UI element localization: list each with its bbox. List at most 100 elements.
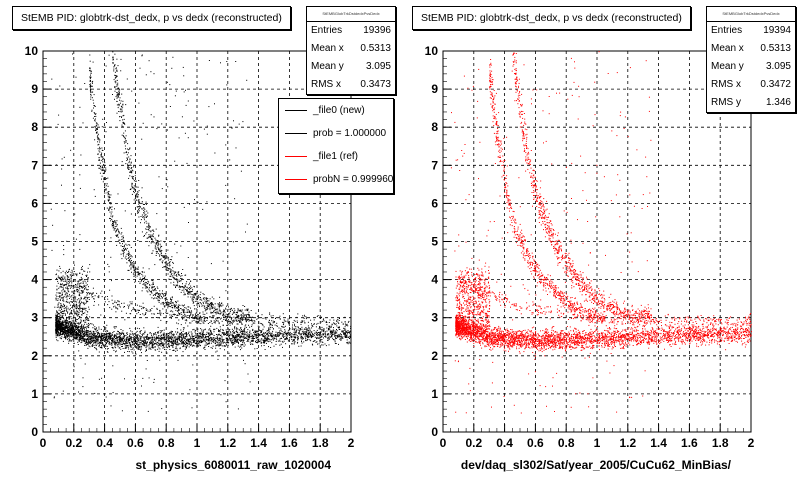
scatter-point xyxy=(221,345,223,347)
scatter-point xyxy=(63,300,65,302)
scatter-point xyxy=(183,336,184,338)
scatter-point xyxy=(198,341,200,343)
scatter-point xyxy=(95,129,97,131)
scatter-point xyxy=(214,342,216,344)
scatter-point xyxy=(240,345,242,347)
scatter-point xyxy=(174,337,176,339)
scatter-point xyxy=(195,317,197,319)
scatter-point xyxy=(153,289,155,291)
scatter-point xyxy=(232,344,233,346)
scatter-point xyxy=(125,342,127,344)
scatter-point xyxy=(122,330,124,332)
scatter-point xyxy=(143,345,145,347)
scatter-point xyxy=(93,340,95,341)
scatter-point xyxy=(191,332,193,334)
scatter-point xyxy=(93,102,95,104)
scatter-point xyxy=(90,80,91,82)
scatter-point xyxy=(139,342,141,344)
scatter-point xyxy=(150,290,152,292)
scatter-point xyxy=(184,314,186,316)
scatter-point xyxy=(86,316,88,318)
scatter-point xyxy=(143,282,145,284)
scatter-point xyxy=(69,328,71,330)
scatter-point xyxy=(163,333,165,335)
scatter-point xyxy=(189,316,191,317)
scatter-point xyxy=(208,339,210,341)
scatter-point xyxy=(128,250,130,252)
scatter-point xyxy=(65,334,67,336)
scatter-point xyxy=(66,325,67,327)
scatter-point xyxy=(62,297,64,299)
scatter-point xyxy=(60,329,62,331)
scatter-point xyxy=(74,296,76,298)
scatter-point xyxy=(322,333,324,335)
scatter-point xyxy=(180,277,182,279)
scatter-point xyxy=(76,312,78,314)
scatter-point xyxy=(271,335,272,337)
scatter-point xyxy=(220,344,222,346)
scatter-point xyxy=(87,271,88,273)
scatter-point xyxy=(199,333,201,335)
scatter-point xyxy=(90,93,92,95)
scatter-point xyxy=(126,333,128,335)
scatter-point xyxy=(163,329,165,331)
scatter-point xyxy=(98,351,100,353)
scatter-point xyxy=(196,319,198,321)
scatter-point xyxy=(95,347,97,349)
scatter-point xyxy=(74,313,75,315)
scatter-point xyxy=(327,338,329,339)
scatter-point xyxy=(159,294,161,296)
scatter-point xyxy=(172,350,174,351)
scatter-point xyxy=(89,292,91,294)
scatter-point xyxy=(224,345,226,347)
scatter-point xyxy=(128,339,130,341)
scatter-point xyxy=(253,333,255,335)
scatter-point xyxy=(123,240,125,242)
scatter-point xyxy=(341,337,343,339)
scatter-point xyxy=(114,228,116,230)
scatter-point xyxy=(109,342,111,344)
scatter-point xyxy=(321,334,323,336)
scatter-point xyxy=(123,136,125,138)
scatter-point xyxy=(107,351,109,353)
scatter-point xyxy=(252,339,254,341)
scatter-point xyxy=(146,337,148,339)
scatter-point xyxy=(114,341,116,343)
scatter-point xyxy=(258,328,260,330)
scatter-point xyxy=(76,307,78,309)
scatter-point xyxy=(124,343,126,345)
scatter-point xyxy=(61,292,63,294)
scatter-point xyxy=(252,343,254,345)
scatter-point xyxy=(127,340,129,342)
scatter-point xyxy=(295,331,297,333)
scatter-point xyxy=(83,320,84,322)
scatter-point xyxy=(62,323,64,325)
scatter-point xyxy=(317,337,319,339)
scatter-point xyxy=(204,341,206,343)
scatter-point xyxy=(334,323,336,325)
scatter-point xyxy=(258,338,260,340)
scatter-point xyxy=(142,283,144,285)
scatter-point xyxy=(62,315,64,317)
scatter-point xyxy=(107,185,109,187)
scatter-point xyxy=(108,335,110,337)
scatter-point xyxy=(62,277,63,279)
scatter-point xyxy=(153,290,155,292)
scatter-point xyxy=(90,98,92,100)
scatter-point xyxy=(89,338,91,340)
scatter-point xyxy=(218,330,219,332)
scatter-point xyxy=(79,306,81,307)
scatter-point xyxy=(115,336,117,338)
scatter-point xyxy=(263,345,265,346)
scatter-point xyxy=(243,338,245,339)
scatter-point xyxy=(68,301,70,303)
scatter-point xyxy=(321,344,323,346)
scatter-point xyxy=(102,181,104,183)
scatter-point xyxy=(319,332,321,334)
scatter-point xyxy=(145,285,147,287)
scatter-point xyxy=(56,331,58,333)
scatter-point xyxy=(274,334,276,335)
scatter-point xyxy=(89,86,91,87)
scatter-point xyxy=(84,308,86,310)
scatter-point xyxy=(136,342,138,344)
